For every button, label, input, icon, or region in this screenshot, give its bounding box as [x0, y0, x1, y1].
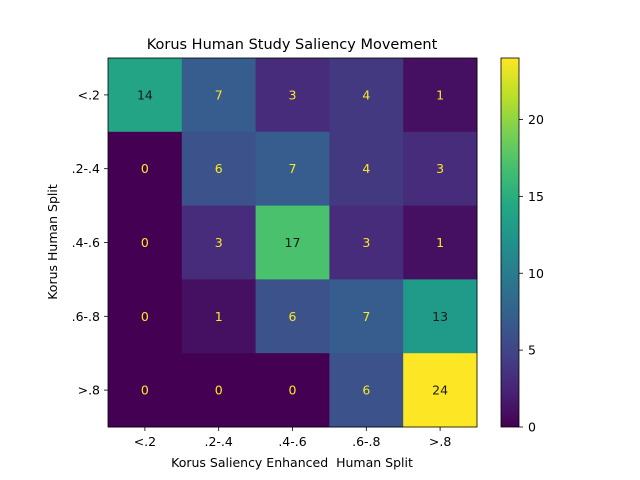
y-tick-label: >.8: [78, 383, 100, 398]
y-axis-ticks: <.2 .2-.4 .4-.6 .6-.8 >.8: [72, 87, 108, 398]
cell-value-label: 0: [141, 235, 149, 250]
y-axis-label: Korus Human Split: [45, 184, 60, 300]
colorbar: [500, 57, 520, 428]
heatmap-cell: [329, 279, 404, 354]
colorbar-tick-label: 15: [528, 189, 544, 204]
heatmap-cell: [255, 131, 330, 207]
heatmap-cell: [255, 58, 330, 133]
heatmap-cell: [108, 205, 183, 280]
cell-value-label: 4: [362, 87, 370, 102]
heatmap-cell-labels: 14 7 3 4 10 6 7 4 30 3 17 3 10 1 6 7 130 0 0 6 24: [137, 87, 448, 397]
y-tick-label: .4-.6: [72, 235, 100, 250]
cell-value-label: 1: [436, 235, 444, 250]
heatmap-cell: [329, 205, 404, 280]
colorbar-tick-label: 10: [528, 266, 544, 281]
heatmap-cell: [108, 353, 183, 428]
cell-value-label: 3: [436, 161, 444, 176]
heatmap-cell: [329, 58, 404, 133]
cell-value-label: 4: [362, 161, 370, 176]
cell-value-label: 7: [289, 161, 297, 176]
x-axis-label: Korus Saliency Enhanced Human Split: [171, 455, 413, 470]
x-tick-label: .2-.4: [205, 434, 233, 449]
cell-value-label: 0: [141, 309, 149, 324]
heatmap-cell: [181, 353, 257, 428]
heatmap-cell: [255, 205, 330, 280]
cell-value-label: 0: [289, 383, 297, 398]
heatmap-cell: [255, 279, 330, 354]
cell-value-label: 24: [432, 383, 448, 398]
heatmap-cell: [403, 353, 478, 428]
cell-value-label: 6: [215, 161, 223, 176]
x-tick-label: .6-.8: [352, 434, 380, 449]
heatmap-cell: [181, 279, 257, 354]
heatmap-cell: [108, 58, 183, 133]
x-tick-label: .4-.6: [278, 434, 306, 449]
cell-value-label: 7: [215, 87, 223, 102]
cell-value-label: 0: [141, 383, 149, 398]
cell-value-label: 7: [362, 309, 370, 324]
colorbar-tick-label: 5: [528, 343, 536, 358]
y-tick-label: .2-.4: [72, 161, 100, 176]
colorbar-ticks: 0 5 10 15 20: [519, 112, 544, 435]
y-tick-label: .6-.8: [72, 309, 100, 324]
cell-value-label: 1: [436, 87, 444, 102]
cell-value-label: 0: [215, 383, 223, 398]
heatmap-cell: [329, 353, 404, 428]
heatmap-cell: [329, 131, 404, 207]
cell-value-label: 0: [141, 161, 149, 176]
cell-value-label: 3: [289, 87, 297, 102]
cell-value-label: 3: [362, 235, 370, 250]
cell-value-label: 14: [137, 87, 153, 102]
x-tick-label: <.2: [134, 434, 156, 449]
cell-value-label: 1: [215, 309, 223, 324]
heatmap-cell: [255, 353, 330, 428]
colorbar-tick-label: 0: [528, 420, 536, 435]
colorbar-tick-label: 20: [528, 112, 544, 127]
cell-value-label: 13: [432, 309, 448, 324]
y-tick-label: <.2: [78, 87, 100, 102]
heatmap-cell: [403, 205, 478, 280]
heatmap-cell: [108, 279, 183, 354]
x-tick-label: >.8: [429, 434, 451, 449]
x-axis-ticks: <.2 .2-.4 .4-.6 .6-.8 >.8: [134, 427, 451, 449]
heatmap-cell: [403, 58, 478, 133]
chart-title: Korus Human Study Saliency Movement: [147, 37, 438, 53]
heatmap-cell: [181, 205, 257, 280]
heatmap-cell: [403, 131, 478, 207]
heatmap-cell: [181, 131, 257, 207]
heatmap-cell: [403, 279, 478, 354]
heatmap-cell: [181, 58, 257, 133]
cell-value-label: 17: [285, 235, 301, 250]
cell-value-label: 6: [362, 383, 370, 398]
cell-value-label: 3: [215, 235, 223, 250]
heatmap-cells: [108, 58, 478, 428]
heatmap-cell: [108, 131, 183, 207]
cell-value-label: 6: [289, 309, 297, 324]
